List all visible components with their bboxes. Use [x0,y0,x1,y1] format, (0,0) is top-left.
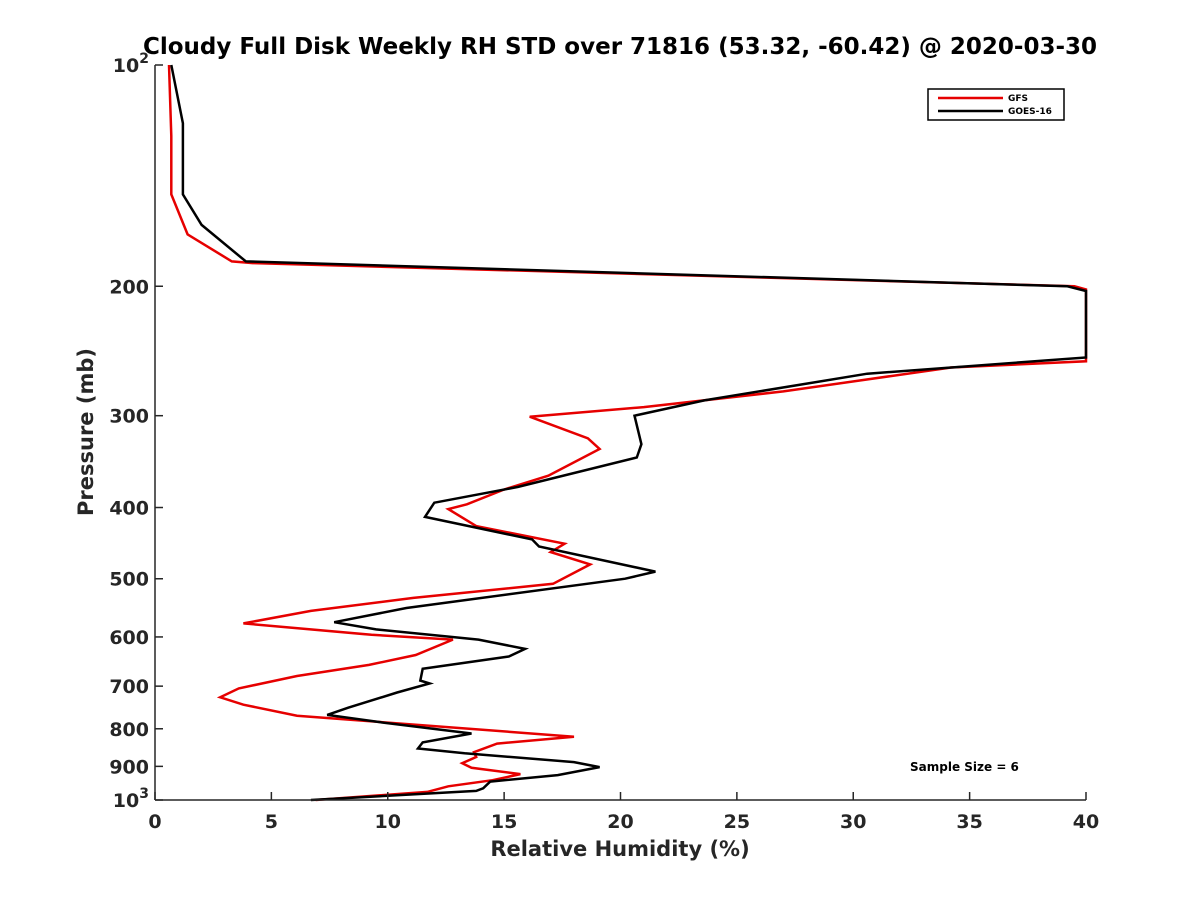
x-tick-label: 35 [956,811,982,833]
chart-title: Cloudy Full Disk Weekly RH STD over 7181… [143,34,1097,60]
plot-area [155,65,1086,800]
legend-label-goes-16: GOES-16 [1008,107,1052,117]
x-tick-label: 15 [491,811,517,833]
legend: GFS GOES-16 [927,88,1065,121]
series-layer [167,64,1088,802]
x-axis-label: Relative Humidity (%) [490,837,749,861]
x-tick-label: 5 [265,811,278,833]
x-tick-label: 0 [148,811,161,833]
x-tick-label: 10 [375,811,401,833]
x-tick-label: 20 [607,811,633,833]
y-ticks: 102 200 300 400 500 600 700 800 900 103 [109,51,163,812]
y-tick-label: 200 [109,276,149,298]
y-tick-label: 102 [113,51,149,77]
y-tick-label: 300 [109,406,149,428]
series-line-goes-16 [170,64,1088,802]
y-tick-label: 600 [109,627,149,649]
y-tick-label: 800 [109,719,149,741]
legend-box [927,88,1065,121]
x-tick-label: 30 [840,811,866,833]
x-tick-label: 25 [724,811,750,833]
legend-label-gfs: GFS [1008,94,1028,104]
y-tick-label: 400 [109,498,149,520]
sample-size-annotation: Sample Size = 6 [910,760,1019,774]
y-axis-label: Pressure (mb) [74,348,98,516]
y-tick-label: 700 [109,676,149,698]
axes-background [155,65,1086,800]
y-tick-label: 103 [113,786,149,812]
y-tick-label: 500 [109,569,149,591]
x-tick-label: 40 [1073,811,1099,833]
y-tick-label: 900 [109,756,149,778]
x-ticks: 0 5 10 15 20 25 30 35 40 [148,792,1099,833]
